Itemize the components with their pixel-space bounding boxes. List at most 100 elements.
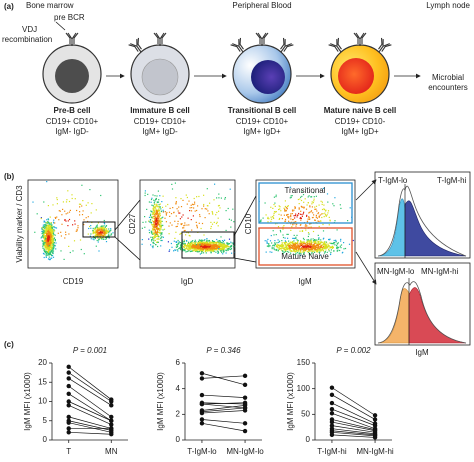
- event-dot: [157, 234, 159, 236]
- event-dot: [42, 252, 45, 254]
- panel-label: (a): [4, 2, 14, 11]
- event-dot: [328, 238, 330, 241]
- event-dot: [300, 254, 302, 257]
- event-dot: [213, 246, 215, 248]
- event-dot: [154, 217, 156, 219]
- event-dot: [204, 244, 206, 246]
- event-dot: [224, 246, 226, 248]
- event-dot: [68, 218, 71, 221]
- event-dot: [100, 227, 102, 229]
- event-dot: [144, 226, 146, 228]
- event-dot: [152, 212, 154, 214]
- event-dot: [46, 245, 48, 247]
- event-dot: [94, 237, 96, 240]
- event-dot: [299, 243, 301, 245]
- event-dot: [187, 245, 189, 247]
- event-dot: [154, 210, 156, 212]
- event-dot: [42, 241, 44, 243]
- event-dot: [44, 250, 47, 252]
- event-dot: [176, 208, 178, 210]
- event-dot: [338, 246, 340, 248]
- event-dot: [193, 246, 196, 248]
- event-dot: [103, 229, 105, 231]
- event-dot: [185, 248, 187, 250]
- event-dot: [53, 229, 55, 231]
- event-dot: [45, 222, 47, 224]
- event-dot: [153, 221, 156, 223]
- event-dot: [286, 214, 288, 216]
- event-dot: [314, 219, 316, 221]
- event-dot: [188, 241, 190, 243]
- event-dot: [144, 194, 146, 197]
- event-dot: [297, 247, 299, 249]
- event-dot: [93, 239, 95, 241]
- event-dot: [216, 247, 218, 249]
- event-dot: [218, 244, 220, 246]
- event-dot: [285, 241, 287, 244]
- event-dot: [299, 251, 302, 253]
- event-dot: [47, 242, 49, 244]
- event-dot: [300, 253, 302, 255]
- event-dot: [99, 237, 101, 239]
- event-dot: [211, 244, 213, 246]
- event-dot: [211, 223, 214, 225]
- event-dot: [309, 241, 311, 243]
- pair-line: [201, 403, 246, 409]
- event-dot: [99, 228, 101, 230]
- event-dot: [300, 216, 302, 219]
- event-dot: [153, 228, 155, 230]
- data-point: [242, 408, 248, 413]
- event-dot: [188, 246, 190, 249]
- event-dot: [199, 214, 201, 216]
- event-dot: [155, 205, 157, 207]
- region-label: Lymph node: [426, 1, 470, 10]
- event-dot: [288, 217, 290, 219]
- pair-line: [68, 405, 112, 425]
- event-dot: [108, 237, 110, 239]
- event-dot: [330, 246, 333, 249]
- event-dot: [153, 225, 155, 227]
- event-dot: [223, 242, 225, 244]
- data-point: [66, 420, 71, 425]
- event-dot: [271, 251, 273, 253]
- event-dot: [305, 245, 307, 248]
- event-dot: [308, 226, 310, 228]
- event-dot: [213, 245, 215, 247]
- data-point: [372, 435, 378, 440]
- event-dot: [152, 245, 154, 247]
- cell-markers: CD19+ CD10+: [236, 117, 289, 126]
- event-dot: [183, 241, 185, 243]
- event-dot: [201, 251, 203, 253]
- event-dot: [290, 247, 292, 249]
- event-dot: [158, 227, 160, 230]
- event-dot: [191, 243, 194, 246]
- y-tick-label: 100: [297, 384, 311, 393]
- event-dot: [161, 224, 163, 226]
- event-dot: [217, 245, 219, 247]
- event-dot: [203, 242, 205, 245]
- event-dot: [319, 248, 321, 250]
- y-tick-label: 6: [176, 358, 181, 367]
- event-dot: [175, 202, 177, 204]
- event-dot: [171, 183, 173, 185]
- event-dot: [93, 237, 95, 239]
- event-dot: [44, 224, 46, 226]
- event-dot: [308, 241, 310, 244]
- event-dot: [154, 207, 156, 209]
- event-dot: [72, 224, 74, 226]
- event-dot: [152, 209, 154, 211]
- event-dot: [65, 201, 68, 203]
- event-dot: [212, 243, 214, 245]
- event-dot: [189, 244, 191, 246]
- event-dot: [280, 247, 282, 249]
- event-dot: [316, 251, 318, 253]
- event-dot: [174, 220, 176, 222]
- event-dot: [157, 220, 159, 222]
- event-dot: [193, 247, 195, 250]
- event-dot: [52, 246, 54, 248]
- event-dot: [291, 242, 293, 244]
- event-dot: [313, 196, 315, 198]
- event-dot: [156, 195, 158, 197]
- event-dot: [219, 241, 221, 243]
- event-dot: [112, 232, 114, 234]
